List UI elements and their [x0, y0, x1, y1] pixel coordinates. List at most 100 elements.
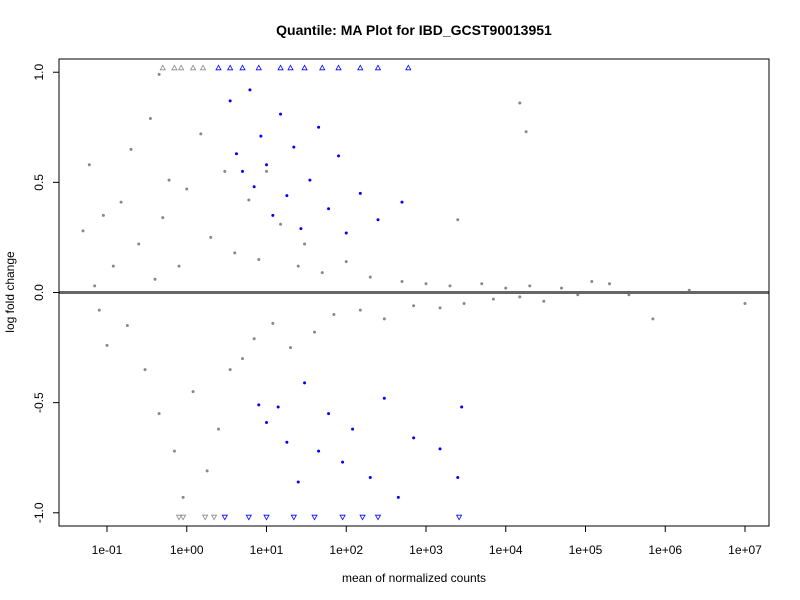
data-point: [276, 405, 280, 409]
out-of-range-down-point: [245, 514, 252, 521]
data-point: [252, 185, 256, 189]
out-of-range-up-point: [159, 64, 166, 71]
out-of-range-down-point: [359, 514, 366, 521]
data-point: [228, 368, 232, 372]
data-point: [296, 264, 300, 268]
data-point: [303, 242, 307, 246]
data-point: [317, 125, 321, 129]
out-of-range-down-point: [374, 514, 382, 521]
x-tick-label: 1e-01: [92, 543, 123, 557]
data-point: [228, 99, 232, 103]
data-point: [143, 368, 147, 372]
data-point: [480, 282, 484, 286]
data-point: [382, 317, 386, 321]
out-of-range-down-point: [455, 514, 463, 521]
out-of-range-up-point: [177, 64, 185, 71]
data-point: [241, 357, 245, 361]
out-of-range-down-point: [210, 514, 218, 521]
out-of-range-up-point: [255, 64, 262, 71]
data-point: [608, 282, 612, 286]
data-point: [233, 251, 237, 255]
y-tick-label: 0.5: [32, 174, 46, 191]
data-point: [528, 284, 532, 288]
out-of-range-down-point: [263, 514, 270, 521]
data-point: [199, 132, 203, 136]
data-point: [317, 449, 321, 453]
data-point: [279, 112, 283, 116]
out-of-range-up-point: [277, 64, 284, 71]
x-axis: 1e-01 1e+00 1e+01 1e+02 1e+03 1e+04 1e+05 1e+06…: [92, 525, 762, 557]
out-of-range-down-point: [179, 514, 187, 521]
y-axis-label: log fold change: [3, 251, 17, 333]
data-point: [412, 304, 416, 308]
x-tick-label: 1e+04: [489, 543, 523, 557]
data-point: [153, 277, 157, 281]
x-tick-label: 1e+01: [250, 543, 284, 557]
out-of-range-down-point: [175, 514, 183, 521]
data-point: [327, 207, 331, 211]
data-point: [743, 302, 747, 306]
out-of-range-down-point: [221, 514, 228, 521]
data-point: [265, 420, 269, 424]
x-tick-label: 1e+07: [728, 543, 762, 557]
data-point: [247, 198, 251, 202]
out-of-range-down-point: [290, 514, 297, 521]
data-point: [438, 447, 442, 451]
data-point: [518, 295, 522, 299]
data-point: [81, 229, 85, 233]
data-point: [341, 460, 345, 464]
data-point: [456, 218, 460, 222]
out-of-range-down-point: [201, 514, 209, 521]
data-point: [590, 279, 594, 283]
data-point: [524, 130, 528, 134]
data-point: [87, 163, 91, 167]
data-point: [337, 154, 341, 158]
data-point: [424, 282, 428, 286]
data-point: [129, 147, 133, 151]
data-point: [358, 191, 362, 195]
data-point: [257, 257, 261, 261]
x-tick-label: 1e+02: [329, 543, 363, 557]
data-point: [265, 169, 269, 173]
chart-title: Quantile: MA Plot for IBD_GCST90013951: [276, 22, 552, 38]
data-point: [105, 343, 109, 347]
data-point: [216, 427, 220, 431]
data-point: [119, 200, 123, 204]
data-point: [462, 302, 466, 306]
data-point: [296, 480, 300, 484]
data-point: [559, 286, 563, 290]
data-point: [125, 324, 129, 328]
out-of-range-up-point: [199, 64, 207, 71]
data-point: [400, 279, 404, 283]
data-point: [542, 299, 546, 303]
out-of-range-up-point: [215, 64, 222, 71]
data-point: [308, 178, 312, 182]
out-of-range-up-point: [357, 64, 364, 71]
data-point: [400, 200, 404, 204]
data-point: [303, 381, 307, 385]
data-point: [327, 412, 331, 416]
x-tick-label: 1e+06: [648, 543, 682, 557]
data-point: [209, 235, 213, 239]
data-point: [265, 163, 269, 167]
data-point: [456, 476, 460, 480]
data-point: [241, 169, 245, 173]
data-point: [271, 321, 275, 325]
data-point: [167, 178, 171, 182]
data-point: [248, 88, 252, 92]
data-point: [161, 216, 165, 220]
data-point: [285, 440, 289, 444]
data-point: [292, 145, 296, 149]
x-axis-label: mean of normalized counts: [342, 571, 486, 585]
points-layer: [81, 64, 747, 521]
out-of-range-down-point: [339, 514, 346, 521]
data-point: [157, 72, 161, 76]
data-point: [205, 469, 209, 473]
data-point: [460, 405, 464, 409]
y-tick-label: -1.0: [32, 502, 46, 523]
data-point: [177, 264, 181, 268]
data-point: [358, 308, 362, 312]
data-point: [376, 218, 380, 222]
data-point: [252, 337, 256, 341]
